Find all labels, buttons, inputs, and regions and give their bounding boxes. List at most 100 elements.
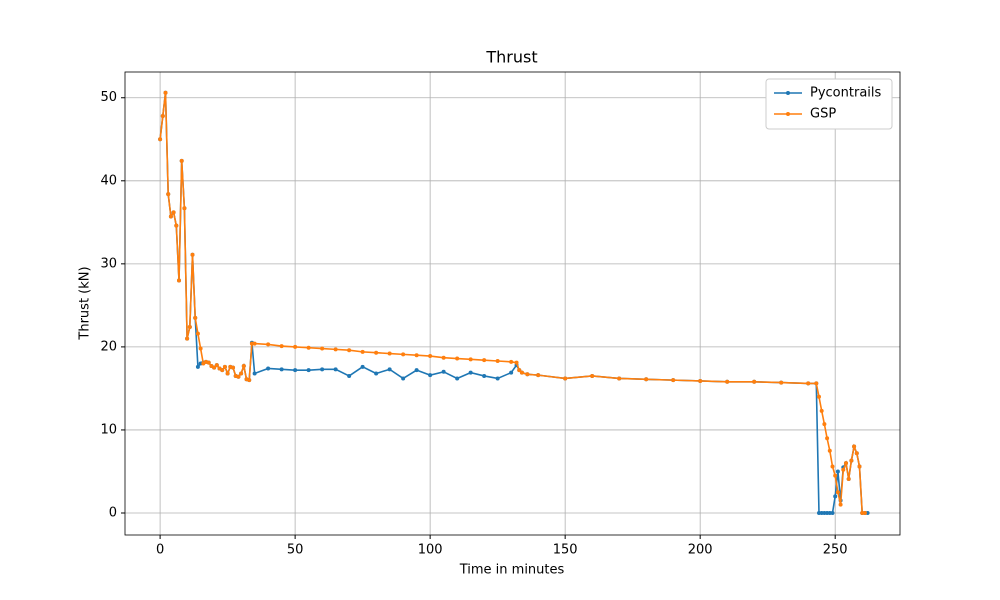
data-point xyxy=(862,510,867,515)
y-tick-label: 30 xyxy=(100,256,117,271)
y-tick-label: 50 xyxy=(100,90,117,105)
data-point xyxy=(174,223,179,228)
x-tick-label: 50 xyxy=(287,543,304,558)
data-point xyxy=(231,365,236,370)
data-point xyxy=(374,371,379,376)
data-point xyxy=(198,346,203,351)
chart-title: Thrust xyxy=(485,48,537,67)
data-point xyxy=(320,367,325,372)
data-point xyxy=(846,476,851,481)
data-point xyxy=(187,324,192,329)
data-point xyxy=(752,379,757,384)
data-point xyxy=(854,451,859,456)
data-point xyxy=(241,363,246,368)
data-point xyxy=(193,315,198,320)
data-point xyxy=(212,365,217,370)
y-tick-label: 0 xyxy=(109,505,117,520)
data-point xyxy=(182,206,187,211)
data-point xyxy=(279,367,284,372)
data-point xyxy=(849,458,854,463)
data-point xyxy=(239,371,244,376)
data-point xyxy=(163,90,168,95)
data-point xyxy=(482,358,487,363)
legend-box xyxy=(765,78,893,130)
data-point xyxy=(222,364,227,369)
data-point xyxy=(387,367,392,372)
data-point xyxy=(822,422,827,427)
data-point xyxy=(671,378,676,383)
x-axis-label: Time in minutes xyxy=(459,563,565,578)
data-point xyxy=(843,461,848,466)
data-point xyxy=(225,371,230,376)
data-point xyxy=(195,364,200,369)
data-point xyxy=(833,473,838,478)
data-point xyxy=(525,372,530,377)
data-point xyxy=(190,252,195,257)
data-point xyxy=(428,354,433,359)
y-tick-label: 40 xyxy=(100,173,117,188)
data-point xyxy=(835,490,840,495)
data-point xyxy=(236,374,241,379)
data-point xyxy=(160,114,165,119)
data-point xyxy=(360,349,365,354)
data-point xyxy=(252,371,257,376)
data-point xyxy=(825,436,830,441)
data-point xyxy=(563,376,568,381)
data-point xyxy=(252,341,257,346)
data-point xyxy=(509,359,514,364)
legend-label: GSP xyxy=(810,107,836,122)
data-point xyxy=(347,373,352,378)
data-point xyxy=(306,345,311,350)
data-point xyxy=(374,350,379,355)
data-point xyxy=(347,348,352,353)
y-tick-label: 20 xyxy=(100,339,117,354)
legend-marker xyxy=(786,91,790,95)
plot-frame xyxy=(124,71,901,536)
data-point xyxy=(168,214,173,219)
data-point xyxy=(819,408,824,413)
data-point xyxy=(482,373,487,378)
data-point xyxy=(266,366,271,371)
y-axis-label: Thrust (kN) xyxy=(78,266,93,340)
x-tick-label: 250 xyxy=(823,543,848,558)
data-point xyxy=(827,448,832,453)
data-point xyxy=(852,444,857,449)
data-point xyxy=(468,370,473,375)
data-point xyxy=(536,373,541,378)
data-point xyxy=(333,347,338,352)
data-point xyxy=(293,344,298,349)
data-point xyxy=(830,510,835,515)
x-tick-label: 0 xyxy=(156,543,164,558)
x-tick-label: 150 xyxy=(553,543,578,558)
data-point xyxy=(830,464,835,469)
data-point xyxy=(177,278,182,283)
y-tick-label: 10 xyxy=(100,422,117,437)
data-point xyxy=(509,370,514,375)
data-point xyxy=(293,368,298,373)
data-point xyxy=(816,394,821,399)
data-point xyxy=(220,368,225,373)
data-point xyxy=(495,376,500,381)
data-point xyxy=(857,464,862,469)
data-point xyxy=(401,352,406,357)
data-point xyxy=(247,378,252,383)
data-point xyxy=(779,380,784,385)
data-point xyxy=(171,210,176,215)
data-point xyxy=(806,381,811,386)
data-point xyxy=(468,357,473,362)
legend-label: Pycontrails xyxy=(810,86,882,101)
data-point xyxy=(514,360,519,365)
data-point xyxy=(517,368,522,373)
data-point xyxy=(833,494,838,499)
data-point xyxy=(838,502,843,507)
legend-marker xyxy=(786,112,790,116)
data-point xyxy=(617,376,622,381)
data-point xyxy=(590,373,595,378)
x-tick-label: 100 xyxy=(418,543,443,558)
data-point xyxy=(441,355,446,360)
data-point xyxy=(306,368,311,373)
data-point xyxy=(266,342,271,347)
data-point xyxy=(166,192,171,197)
data-point xyxy=(814,381,819,386)
